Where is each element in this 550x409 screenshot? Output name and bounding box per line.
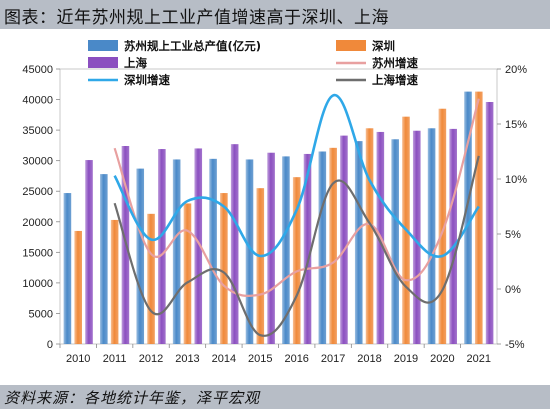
bar-shanghai [194,148,203,344]
chart-svg: 0 5000 10000 15000 20000 25000 30000 35000 40000… [22,39,527,365]
bar-suzhou [427,128,436,344]
x-axis-tick-label: 2016 [284,353,308,365]
right-axis-tick-label: 15% [505,119,527,131]
left-axis-tick-label: 20000 [22,217,53,229]
line-shenzhen-growth [113,94,480,258]
bar-shanghai [412,130,421,344]
line-suzhou-growth [113,98,480,297]
right-axis-tick-label: 10% [505,174,527,186]
x-axis-tick-label: 2019 [394,353,418,365]
bar-shenzhen [438,108,447,344]
right-axis-tick-label: 20% [505,64,527,76]
source-band: 资料来源：各地统计年鉴，泽平宏观 [0,385,550,409]
bar-shenzhen [110,219,119,344]
bar-shanghai [158,149,166,344]
left-axis-tick-label: 0 [47,339,53,351]
bar-shanghai [85,160,93,344]
bar-shanghai [267,152,275,344]
x-axis-tick-label: 2018 [357,353,381,365]
legend-suzhou-growth-label: 苏州增速 [372,56,418,70]
bar-shenzhen [256,188,265,344]
bar-shenzhen [147,213,155,344]
left-axis-tick-label: 35000 [22,125,53,137]
bar-suzhou [245,159,254,344]
x-axis-tick-label: 2020 [430,353,454,365]
bar-shenzhen [183,203,192,344]
legend-suzhou-bar-swatch [88,40,118,51]
legend-shenzhen-growth-label: 深圳增速 [124,73,170,87]
bar-shenzhen [220,193,228,344]
x-axis-tick-label: 2014 [212,353,236,365]
left-axis-tick-label: 5000 [29,308,53,320]
x-axis-tick-label: 2021 [467,353,491,365]
bar-shanghai [303,153,312,344]
line-shanghai-growth [113,155,480,337]
bar-shanghai [449,128,457,344]
left-axis-tick-label: 10000 [22,278,53,290]
legend-shanghai-bar-swatch [88,57,118,68]
bar-suzhou [464,91,472,344]
bar-suzhou [136,168,145,344]
bar-shanghai [340,135,348,344]
bar-suzhou [318,151,327,344]
bar-shanghai [230,144,239,344]
x-axis-tick-label: 2017 [321,353,345,365]
legend-shanghai-bar-label: 上海 [124,56,147,70]
left-axis-tick-label: 30000 [22,156,53,168]
x-axis-tick-label: 2012 [139,353,163,365]
bar-shanghai [485,102,494,344]
bar-shenzhen [292,177,301,344]
bar-shenzhen [474,91,483,344]
bar-shenzhen [365,128,374,344]
legend-shenzhen-bar-label: 深圳 [372,39,395,53]
bar-shenzhen [329,147,337,344]
source-note: 资料来源：各地统计年鉴，泽平宏观 [4,389,261,407]
x-axis-tick-label: 2013 [175,353,199,365]
bar-suzhou [282,156,290,344]
right-axis-tick-label: 5% [505,229,521,241]
x-axis-tick-label: 2010 [66,353,90,365]
right-axis-tick-label: 0% [505,284,521,296]
legend-shenzhen-bar-swatch [336,40,366,51]
bar-suzhou [63,193,72,344]
left-axis-tick-label: 25000 [22,186,53,198]
left-axis-tick-label: 45000 [22,64,53,76]
right-axis-tick-label: -5% [505,339,525,351]
bar-suzhou [391,139,399,344]
title-band: 图表：近年苏州规上工业产值增速高于深圳、上海 [0,0,550,29]
bar-suzhou [209,158,217,344]
x-axis-tick-label: 2011 [103,353,127,365]
bar-suzhou [100,174,108,344]
legend-suzhou-bar-label: 苏州规上工业总产值(亿元) [124,39,261,53]
bar-suzhou [172,159,181,344]
x-axis-tick-label: 2015 [248,353,272,365]
chart-title: 图表：近年苏州规上工业产值增速高于深圳、上海 [4,8,389,28]
left-axis-tick-label: 15000 [22,247,53,259]
bar-suzhou [354,141,363,344]
bar-shenzhen [74,230,83,344]
left-axis-tick-label: 40000 [22,95,53,107]
legend-shanghai-growth-label: 上海增速 [372,73,418,87]
